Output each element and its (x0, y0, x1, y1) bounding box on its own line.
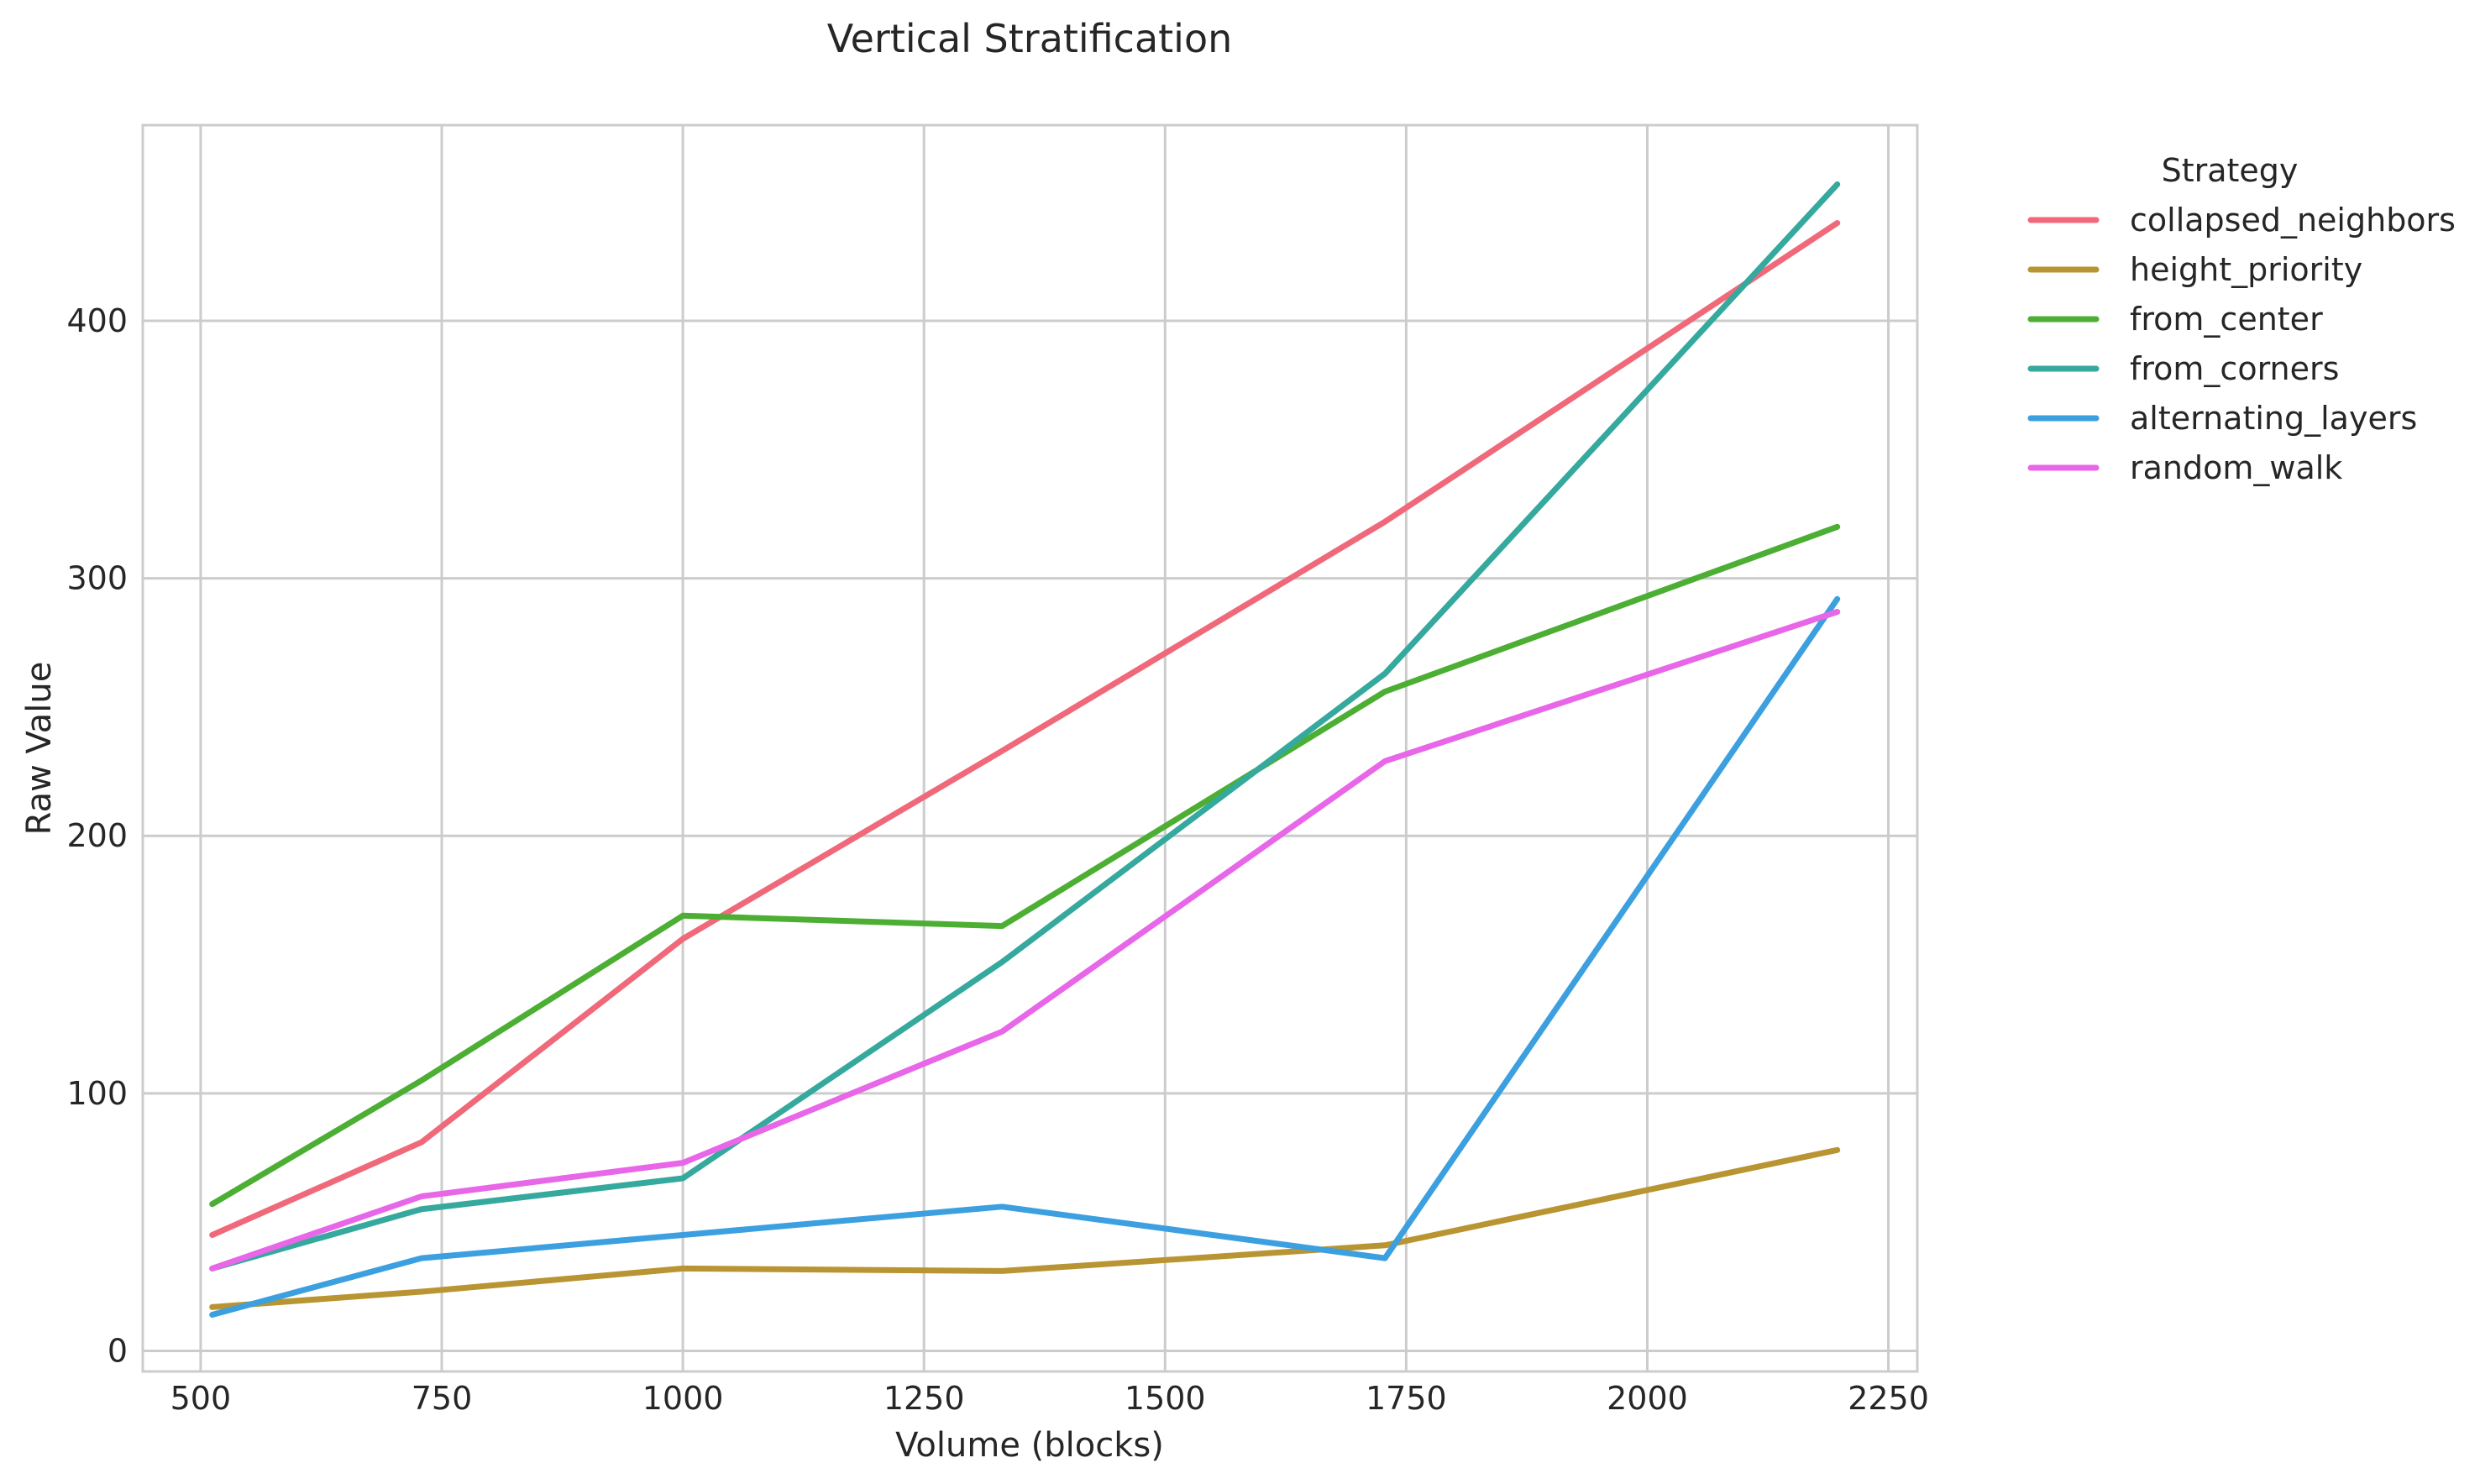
legend-item-height-priority: height_priority (2027, 251, 2362, 288)
series-line-height-priority (209, 1146, 1841, 1310)
x-tick-label: 1500 (1125, 1380, 1206, 1417)
legend-label: height_priority (2130, 251, 2362, 288)
legend-item-from-corners: from_corners (2027, 350, 2339, 387)
x-tick-label: 2000 (1607, 1380, 1688, 1417)
y-tick-label: 400 (66, 302, 128, 339)
legend-item-random-walk: random_walk (2027, 449, 2342, 486)
legend-label: from_center (2130, 301, 2323, 338)
legend-title: Strategy (2162, 152, 2299, 189)
legend-item-alternating-layers: alternating_layers (2027, 400, 2417, 437)
y-tick-label: 300 (66, 560, 128, 597)
legend-items: collapsed_neighbors height_priority from_c… (2027, 202, 2456, 486)
legend: Strategy collapsed_neighbors height_prior… (2027, 152, 2456, 486)
series-layer (209, 181, 1841, 1318)
series-line-alternating-layers (209, 595, 1841, 1318)
legend-label: alternating_layers (2130, 400, 2417, 437)
x-tick-label: 1000 (642, 1380, 724, 1417)
series-line-from-corners (209, 181, 1841, 1272)
legend-label: random_walk (2130, 449, 2342, 486)
y-tick-label: 200 (66, 817, 128, 854)
legend-label: collapsed_neighbors (2130, 202, 2456, 239)
x-tick-labels: 500 750 1000 1250 1500 1750 2000 2250 (170, 1380, 1929, 1417)
y-tick-labels: 0 100 200 300 400 (66, 302, 128, 1369)
legend-label: from_corners (2130, 350, 2339, 387)
chart-title: Vertical Stratification (827, 16, 1233, 61)
y-tick-label: 100 (66, 1075, 128, 1112)
grid-layer (143, 125, 1917, 1371)
x-tick-label: 500 (170, 1380, 232, 1417)
x-tick-label: 1250 (883, 1380, 965, 1417)
series-line-from-center (209, 523, 1841, 1208)
plot-frame (141, 123, 1919, 1373)
x-axis-label: Volume (blocks) (895, 1426, 1164, 1465)
x-tick-label: 1750 (1366, 1380, 1447, 1417)
y-axis-label: Raw Value (20, 662, 59, 836)
series-line-random-walk (209, 609, 1841, 1272)
x-tick-label: 2250 (1848, 1380, 1929, 1417)
series-line-collapsed-neighbors (209, 220, 1841, 1238)
legend-item-from-center: from_center (2027, 301, 2323, 338)
y-tick-label: 0 (107, 1332, 128, 1369)
legend-item-collapsed-neighbors: collapsed_neighbors (2027, 202, 2456, 239)
x-tick-label: 750 (412, 1380, 473, 1417)
